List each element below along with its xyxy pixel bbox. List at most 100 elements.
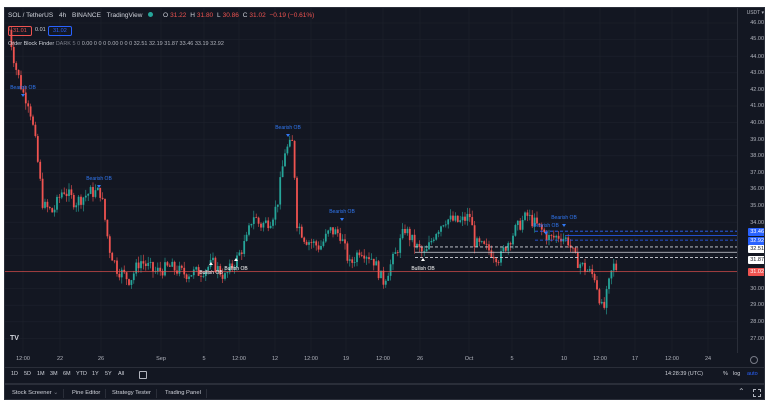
- auto-scale-toggle[interactable]: auto: [747, 371, 758, 377]
- range-1m-button[interactable]: 1M: [37, 371, 45, 377]
- log-scale-toggle[interactable]: log: [733, 371, 741, 377]
- time-label: 12: [271, 356, 279, 362]
- buy-button[interactable]: 31.02: [48, 26, 72, 36]
- bottom-panel-tabs: Stock Screener ⌄ Pine Editor Strategy Te…: [5, 383, 764, 399]
- percent-scale-toggle[interactable]: %: [723, 371, 728, 377]
- goto-date-icon[interactable]: [139, 371, 147, 379]
- interval[interactable]: 4h: [58, 12, 67, 19]
- tab-strategy-tester[interactable]: Strategy Tester: [107, 389, 157, 398]
- bearish-ob-label: Bearish OB: [329, 209, 355, 215]
- time-label: 12:00: [665, 356, 679, 362]
- indicator-name: Order Block Finder: [8, 41, 55, 47]
- maximize-icon[interactable]: [753, 389, 761, 397]
- ob-price-tag: 31.87: [748, 256, 764, 264]
- range-ytd-button[interactable]: YTD: [76, 371, 87, 377]
- time-label: 5: [202, 356, 206, 362]
- indicator-params: DARK 5 0: [55, 41, 81, 47]
- range-5y-button[interactable]: 5Y: [105, 371, 112, 377]
- bullish-ob-label: Bullish OB: [199, 270, 223, 276]
- price-label: 27.00: [750, 336, 764, 342]
- price-label: 29.00: [750, 302, 764, 308]
- price-label: 40.00: [750, 120, 764, 126]
- price-label: 41.00: [750, 103, 764, 109]
- candlestick-chart[interactable]: [5, 8, 737, 353]
- time-label: 22: [56, 356, 64, 362]
- time-label: Oct: [464, 356, 474, 362]
- exchange: BINANCE: [72, 12, 101, 19]
- range-3m-button[interactable]: 3M: [50, 371, 58, 377]
- chart-settings-gear-icon[interactable]: [750, 356, 758, 364]
- range-6m-button[interactable]: 6M: [63, 371, 71, 377]
- price-label: 38.00: [750, 153, 764, 159]
- ob-price-tag: 33.46: [748, 228, 764, 236]
- price-label: 36.00: [750, 186, 764, 192]
- indicator-values: 0.00 0 0 0 0.00 0 0 0 32.51 32.19 31.87 …: [81, 41, 224, 47]
- time-label: 19: [342, 356, 350, 362]
- bearish-ob-label: Bearish OB: [10, 85, 36, 91]
- chevron-up-icon[interactable]: ⌃: [738, 387, 745, 396]
- price-label: 43.00: [750, 70, 764, 76]
- chevron-down-icon: ⌄: [53, 390, 59, 396]
- time-label: 10: [560, 356, 568, 362]
- bearish-ob-label: Bearish OB: [86, 176, 112, 182]
- time-label: 12:00: [16, 356, 30, 362]
- bullish-ob-label: Bullish OB: [411, 266, 435, 272]
- change-value: −0.19 (−0.61%): [269, 12, 315, 19]
- tradingview-logo[interactable]: TV: [10, 335, 19, 342]
- market-status-dot-icon: [148, 12, 154, 17]
- time-label: 26: [416, 356, 424, 362]
- time-label: 12:00: [232, 356, 246, 362]
- ohlc-values: O 31.22 H 31.80 L 30.86 C 31.02 −0.19 (−0.61…: [163, 12, 316, 19]
- time-label: Sep: [156, 356, 166, 362]
- low-label: L: [217, 12, 221, 19]
- ob-price-tag: 32.51: [748, 245, 764, 253]
- bullish-ob-label: Bullish OB: [224, 266, 248, 272]
- range-1y-button[interactable]: 1Y: [92, 371, 99, 377]
- time-label: 12:00: [376, 356, 390, 362]
- sell-button[interactable]: 31.01: [8, 26, 32, 36]
- tab-pine-editor[interactable]: Pine Editor: [67, 389, 107, 398]
- indicator-legend[interactable]: Order Block Finder DARK 5 0 0.00 0 0 0 0…: [8, 41, 224, 47]
- price-label: 35.00: [750, 203, 764, 209]
- price-label: 46.00: [750, 20, 764, 26]
- price-label: 30.00: [750, 286, 764, 292]
- ob-price-tag: 32.92: [748, 237, 764, 245]
- price-label: 42.00: [750, 87, 764, 93]
- price-label: 37.00: [750, 170, 764, 176]
- date-range-bar: 1D 5D 1M 3M 6M YTD 1Y 5Y All 14:28:39 (U…: [5, 367, 764, 381]
- bearish-ob-label: Bearish OB: [533, 223, 559, 229]
- price-label: 44.00: [750, 54, 764, 60]
- time-label: 24: [704, 356, 712, 362]
- time-label: 5: [510, 356, 514, 362]
- close-label: C: [242, 12, 248, 19]
- clock-timezone[interactable]: 14:28:39 (UTC): [665, 371, 703, 377]
- data-source: TradingView: [106, 12, 143, 19]
- price-label: 45.00: [750, 36, 764, 42]
- time-label: 26: [97, 356, 105, 362]
- time-label: 12:00: [304, 356, 318, 362]
- symbol-name[interactable]: SOL / TetherUS: [8, 12, 54, 19]
- tab-trading-panel[interactable]: Trading Panel: [160, 389, 207, 398]
- open-value: 31.22: [170, 12, 187, 19]
- high-value: 31.80: [196, 12, 214, 19]
- range-all-button[interactable]: All: [118, 371, 125, 377]
- currency-selector[interactable]: USDT ▾: [746, 10, 764, 16]
- time-label: 17: [631, 356, 639, 362]
- bearish-ob-label: Bearish OB: [551, 215, 577, 221]
- close-value: 31.02: [249, 12, 266, 19]
- open-label: O: [163, 12, 169, 19]
- time-axis[interactable]: 12:00 22 26 Sep 5 12:00 12 12:00 19 12:0…: [5, 353, 758, 368]
- range-5d-button[interactable]: 5D: [24, 371, 32, 377]
- price-axis[interactable]: USDT ▾ 46.00 45.00 44.00 43.00 42.00 41.…: [737, 8, 764, 353]
- time-label: 12:00: [593, 356, 607, 362]
- price-label: 39.00: [750, 137, 764, 143]
- tab-label: Stock Screener: [12, 390, 52, 396]
- tab-stock-screener[interactable]: Stock Screener ⌄: [7, 389, 65, 398]
- last-price-tag: 31.02: [748, 268, 764, 276]
- range-1d-button[interactable]: 1D: [11, 371, 19, 377]
- spread-value: 0.01: [35, 27, 46, 33]
- low-value: 30.86: [222, 12, 239, 19]
